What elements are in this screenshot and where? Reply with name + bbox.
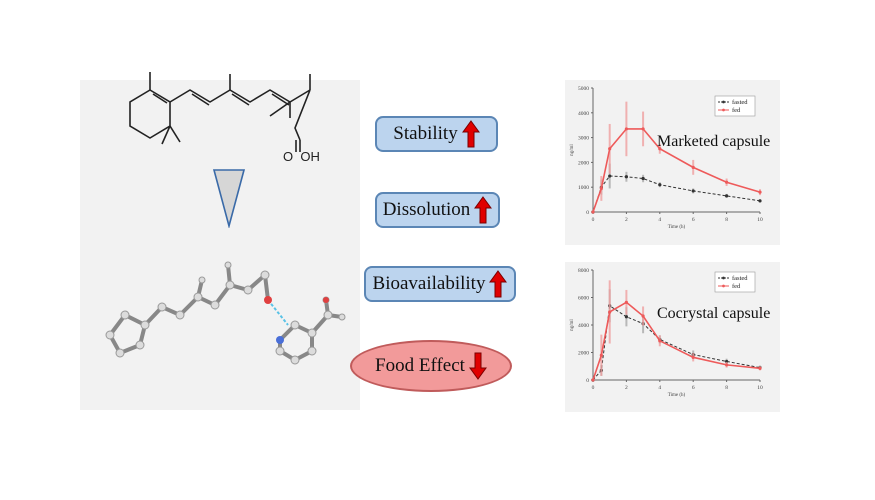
marketed-capsule-chart: 0 1000 2000 3000 4000 5000 0 2 4 6 8 10 Time (h) ng/m… [570,86,770,230]
x-tick-label: 0 [592,217,595,223]
data-point-fed [725,180,729,184]
data-point-fed [608,310,612,314]
up-arrow-icon [489,270,508,298]
x-tick-label: 10 [757,217,763,223]
data-point-fed [599,353,603,357]
legend-marker-fed [722,108,725,112]
data-point-fasted [758,199,762,203]
data-point-fasted [725,194,729,198]
data-point-fed [691,165,695,169]
data-point-fasted [624,175,628,179]
y-tick-label: 2000 [578,351,589,357]
data-point-fed [658,339,662,343]
legend-label-fasted: fasted [732,99,748,106]
stability-label: Stability [393,123,458,144]
y-tick-label: 4000 [578,111,589,117]
data-point-fed [658,147,662,151]
y-tick-label: 8000 [578,268,589,274]
y-tick-label: 0 [586,210,589,216]
data-point-fasted [608,174,612,178]
dissolution-label: Dissolution [382,199,471,220]
x-tick-label: 4 [658,385,661,391]
legend-marker-fasted [722,276,725,280]
molecule-structure-2d [129,72,311,152]
bioavailability-label: Bioavailability [372,273,486,294]
x-tick-label: 10 [757,385,763,391]
cocrystal-capsule-chart: 0 2000 4000 6000 8000 0 2 4 6 8 10 Time (h) ng/ml fas… [570,268,770,398]
legend-marker-fed [722,284,725,288]
chart-title: Cocrystal capsule [657,305,770,322]
x-tick-label: 6 [692,385,695,391]
x-axis-label: Time (h) [668,393,686,398]
up-arrow-icon [461,120,480,148]
data-point-fed [599,186,603,191]
x-tick-label: 4 [658,217,661,223]
triangle-arrow-icon [212,169,246,228]
bioavailability-box: Bioavailability [364,266,516,302]
data-point-fed [758,366,762,370]
legend-label-fasted: fasted [732,275,748,282]
y-tick-label: 1000 [578,185,589,191]
dissolution-box: Dissolution [375,192,500,228]
data-point-fed [608,147,612,151]
chart-title: Marketed capsule [657,133,770,150]
y-axis-label: ng/ml [570,144,575,156]
legend-marker-fasted [722,100,725,104]
x-tick-label: 8 [725,217,728,223]
y-tick-label: 3000 [578,136,589,142]
data-point-fasted [624,315,628,319]
x-axis-label: Time (h) [668,225,686,230]
data-point-fasted [691,189,695,193]
acid-label: O OH [283,149,320,164]
x-tick-label: 6 [692,217,695,223]
series-line-fasted [592,175,761,213]
legend-label-fed: fed [732,107,741,114]
down-arrow-icon [468,352,487,380]
data-point-fasted [641,176,645,181]
data-point-fed [641,314,645,318]
y-tick-label: 5000 [578,86,589,92]
legend-label-fed: fed [732,283,741,290]
data-point-fed [758,190,762,194]
up-arrow-icon [474,196,493,224]
x-tick-label: 2 [625,217,628,223]
data-point-fed [641,127,645,131]
data-point-fasted [658,183,662,187]
data-point-fed [725,363,729,367]
food-effect-box: Food Effect [350,340,512,392]
data-point-fed [691,355,695,359]
legend-box [714,271,756,293]
legend-box [714,95,756,117]
y-tick-label: 0 [586,378,589,384]
y-tick-label: 2000 [578,160,589,166]
y-tick-label: 4000 [578,323,589,329]
stability-box: Stability [375,116,498,152]
cocrystal-3d-structure [105,261,346,365]
data-point-fed [591,378,595,382]
data-point-fed [624,300,628,304]
data-point-fed [591,210,595,214]
y-axis-label: ng/ml [570,319,575,331]
x-tick-label: 8 [725,385,728,391]
x-tick-label: 2 [625,385,628,391]
x-tick-label: 0 [592,385,595,391]
data-point-fed [624,127,628,131]
food-effect-label: Food Effect [375,355,465,376]
y-tick-label: 6000 [578,296,589,302]
